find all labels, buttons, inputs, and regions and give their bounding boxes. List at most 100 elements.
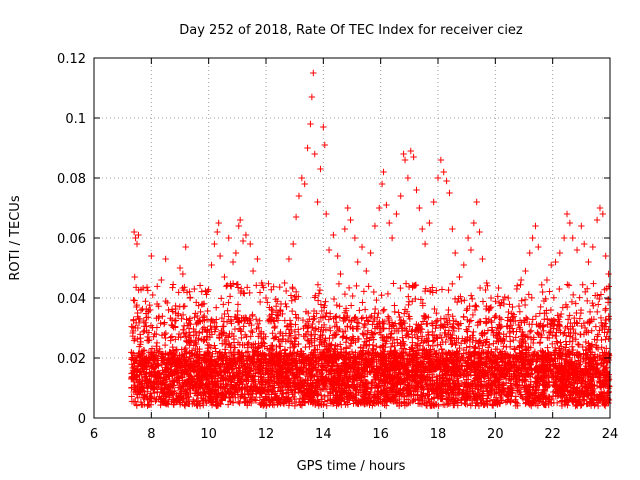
data-point <box>216 252 224 260</box>
y-tick-label: 0.08 <box>57 172 86 187</box>
data-point <box>194 312 201 320</box>
data-point <box>235 222 242 230</box>
data-point <box>487 294 495 302</box>
data-point <box>199 300 207 308</box>
data-point <box>509 303 516 311</box>
data-point <box>500 300 508 308</box>
data-point <box>148 252 155 260</box>
data-point <box>254 255 261 263</box>
data-point <box>277 306 284 314</box>
x-tick-label: 8 <box>147 427 155 442</box>
data-point <box>460 261 467 269</box>
data-point <box>569 234 576 242</box>
data-point <box>446 189 453 197</box>
data-point <box>323 210 330 218</box>
data-point <box>581 240 588 248</box>
data-point <box>149 291 156 299</box>
x-tick-label: 14 <box>315 427 332 442</box>
y-axis-label: ROTI / TECUs <box>8 195 23 280</box>
data-point <box>344 204 351 212</box>
x-tick-label: 24 <box>602 427 619 442</box>
data-point <box>239 237 247 245</box>
data-point <box>182 243 189 251</box>
x-tick-label: 22 <box>544 427 561 442</box>
data-point <box>589 243 596 251</box>
data-point <box>430 198 437 206</box>
data-point <box>467 246 475 254</box>
data-point <box>330 231 337 239</box>
data-point <box>552 258 559 266</box>
data-point <box>172 309 179 317</box>
data-point <box>179 270 187 278</box>
dense-point-band <box>128 280 613 410</box>
data-point <box>363 267 370 275</box>
data-point <box>383 201 390 209</box>
data-point <box>476 228 483 236</box>
data-point <box>211 240 218 248</box>
data-point <box>341 225 349 233</box>
data-point <box>492 312 499 320</box>
y-tick-label: 0.1 <box>65 112 86 127</box>
data-point <box>131 273 138 281</box>
data-point <box>320 123 327 131</box>
data-point <box>247 240 254 248</box>
x-tick-label: 10 <box>200 427 217 442</box>
data-point <box>470 219 478 227</box>
data-point <box>358 243 366 251</box>
data-point <box>271 324 278 332</box>
data-point <box>304 144 311 152</box>
data-point <box>522 267 529 275</box>
data-point <box>393 210 400 218</box>
data-point <box>285 255 293 263</box>
data-point <box>221 273 228 281</box>
data-point <box>136 315 144 323</box>
data-point <box>153 300 161 308</box>
data-point <box>543 276 551 284</box>
data-point <box>578 222 585 230</box>
data-point <box>317 165 324 173</box>
data-point <box>168 321 175 329</box>
chart-title: Day 252 of 2018, Rate Of TEC Index for r… <box>179 23 523 38</box>
y-tick-label: 0.02 <box>57 352 86 367</box>
data-point <box>204 327 211 335</box>
data-point <box>191 285 198 293</box>
data-point <box>413 186 420 194</box>
data-point <box>426 219 433 227</box>
data-point <box>321 141 328 149</box>
data-point <box>407 147 414 155</box>
data-point <box>208 261 215 269</box>
data-point <box>496 321 503 329</box>
data-point <box>186 294 194 302</box>
data-point <box>215 219 222 227</box>
data-point <box>556 249 564 257</box>
data-point <box>376 204 383 212</box>
data-point <box>132 234 139 242</box>
x-tick-label: 20 <box>487 427 504 442</box>
axis-ticks <box>93 57 611 419</box>
data-point <box>449 225 456 233</box>
data-point <box>388 234 396 242</box>
data-point <box>605 270 612 278</box>
data-point <box>548 261 555 269</box>
data-point <box>135 231 142 239</box>
x-axis-label: GPS time / hours <box>297 459 406 474</box>
data-point <box>566 219 574 227</box>
data-point <box>526 249 533 257</box>
data-point <box>249 267 257 275</box>
data-point <box>378 180 386 188</box>
data-point <box>517 276 525 284</box>
data-point <box>400 150 407 158</box>
y-tick-label: 0.06 <box>57 232 86 247</box>
data-point <box>419 225 426 233</box>
data-point <box>267 315 274 323</box>
data-point <box>307 120 314 128</box>
x-tick-labels: 6 8 10 12 14 16 18 20 22 24 <box>90 427 618 442</box>
data-point <box>242 231 250 239</box>
data-point <box>325 246 333 254</box>
data-point <box>416 204 423 212</box>
data-point <box>295 192 303 200</box>
data-point <box>505 294 512 302</box>
data-point <box>308 93 316 101</box>
data-point <box>214 228 221 236</box>
data-point <box>529 234 536 242</box>
